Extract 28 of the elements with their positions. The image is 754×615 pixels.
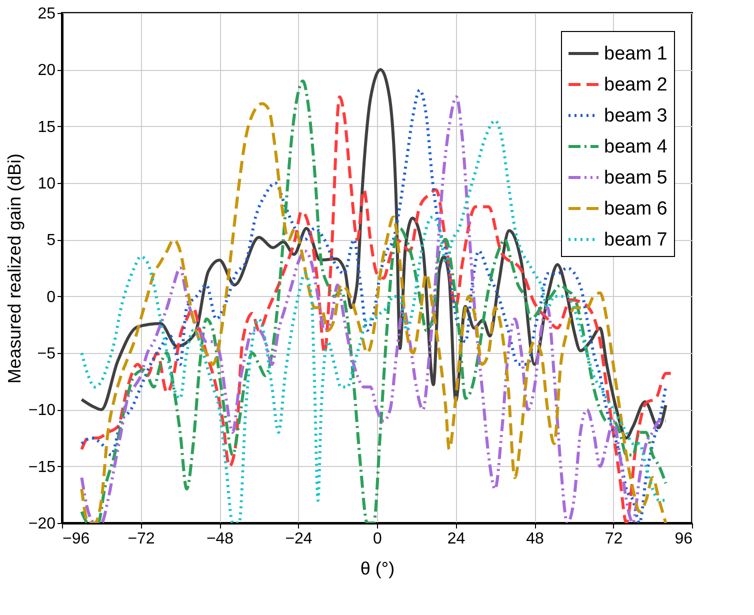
x-tick-label: 0 bbox=[373, 530, 382, 548]
y-axis-title: Measured realized gain (dBi) bbox=[4, 153, 24, 384]
y-tick-label: 0 bbox=[46, 288, 56, 306]
x-tick-label: −72 bbox=[128, 530, 155, 548]
x-tick-label: −48 bbox=[206, 530, 234, 548]
x-tick-label: 72 bbox=[604, 530, 623, 548]
legend-label: beam 3 bbox=[604, 106, 668, 126]
y-tick-label: −5 bbox=[37, 346, 56, 362]
legend-label: beam 2 bbox=[604, 74, 668, 96]
legend-label: beam 5 bbox=[604, 168, 668, 188]
x-tick-label: −96 bbox=[62, 530, 90, 548]
y-tick-label: −20 bbox=[28, 516, 56, 532]
legend-label: beam 1 bbox=[604, 44, 668, 64]
x-tick-label: 24 bbox=[447, 530, 466, 548]
legend-label: beam 7 bbox=[604, 230, 668, 250]
y-tick-label: −10 bbox=[28, 402, 56, 420]
x-tick-label: −24 bbox=[285, 530, 312, 548]
legend-label: beam 4 bbox=[604, 136, 668, 158]
legend-label: beam 6 bbox=[604, 198, 668, 220]
x-tick-label: 48 bbox=[526, 530, 544, 548]
y-tick-label: 25 bbox=[38, 6, 56, 22]
y-tick-label: 10 bbox=[38, 176, 56, 192]
x-tick-label: 96 bbox=[674, 530, 693, 548]
x-axis-title: θ (°) bbox=[360, 558, 395, 578]
y-tick-label: 5 bbox=[46, 232, 56, 250]
y-tick-label: −15 bbox=[28, 458, 56, 476]
y-tick-label: 15 bbox=[38, 118, 56, 136]
y-tick-label: 20 bbox=[38, 62, 56, 80]
